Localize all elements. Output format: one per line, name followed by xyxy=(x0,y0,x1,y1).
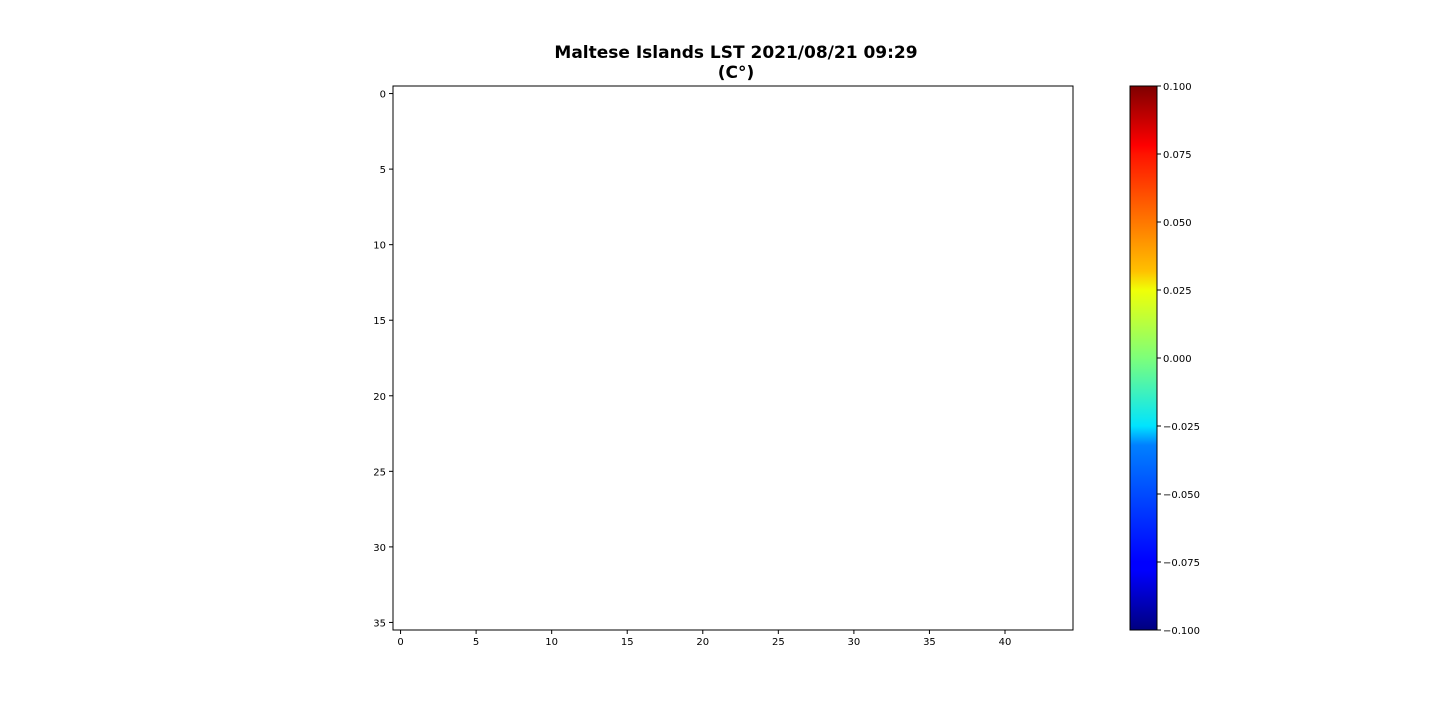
x-tick-label: 5 xyxy=(473,637,479,648)
y-tick-label: 30 xyxy=(373,543,386,554)
colorbar-tick-label: 0.000 xyxy=(1163,354,1192,365)
y-tick-label: 5 xyxy=(380,165,386,176)
colorbar-tick-label: 0.050 xyxy=(1163,218,1192,229)
y-tick-label: 15 xyxy=(373,316,386,327)
colorbar-tick-label: 0.100 xyxy=(1163,82,1192,93)
colorbar-tick-label: −0.050 xyxy=(1163,490,1200,501)
x-tick-label: 40 xyxy=(999,637,1012,648)
x-tick-label: 25 xyxy=(772,637,785,648)
plot-area xyxy=(392,85,1074,631)
y-tick-label: 0 xyxy=(380,90,386,101)
y-axis: 0 5 10 15 20 25 30 35 xyxy=(373,90,393,629)
colorbar-tick-label: −0.025 xyxy=(1163,422,1200,433)
y-tick-label: 20 xyxy=(373,392,386,403)
chart-title: Maltese Islands LST 2021/08/21 09:29 xyxy=(554,43,918,63)
x-tick-label: 15 xyxy=(621,637,634,648)
plot-frame xyxy=(392,85,1074,631)
x-tick-label: 0 xyxy=(397,637,403,648)
colorbar-gradient xyxy=(1129,85,1158,631)
colorbar-tick-label: 0.075 xyxy=(1163,150,1192,161)
y-tick-label: 25 xyxy=(373,467,386,478)
colorbar-tick-label: −0.100 xyxy=(1163,626,1200,637)
chart-subtitle: (C°) xyxy=(717,63,755,83)
x-tick-label: 20 xyxy=(696,637,709,648)
colorbar-tick-label: 0.025 xyxy=(1163,286,1192,297)
x-tick-label: 30 xyxy=(848,637,861,648)
colorbar xyxy=(1129,85,1158,631)
x-tick-label: 10 xyxy=(545,637,558,648)
y-tick-label: 10 xyxy=(373,241,386,252)
y-tick-label: 35 xyxy=(373,618,386,629)
x-axis: 0 5 10 15 20 25 30 35 40 xyxy=(397,630,1011,648)
colorbar-tick-label: −0.075 xyxy=(1163,558,1200,569)
x-tick-label: 35 xyxy=(923,637,936,648)
colorbar-axis: 0.100 0.075 0.050 0.025 0.000 −0.025 −0.050 −0.… xyxy=(1157,82,1200,637)
